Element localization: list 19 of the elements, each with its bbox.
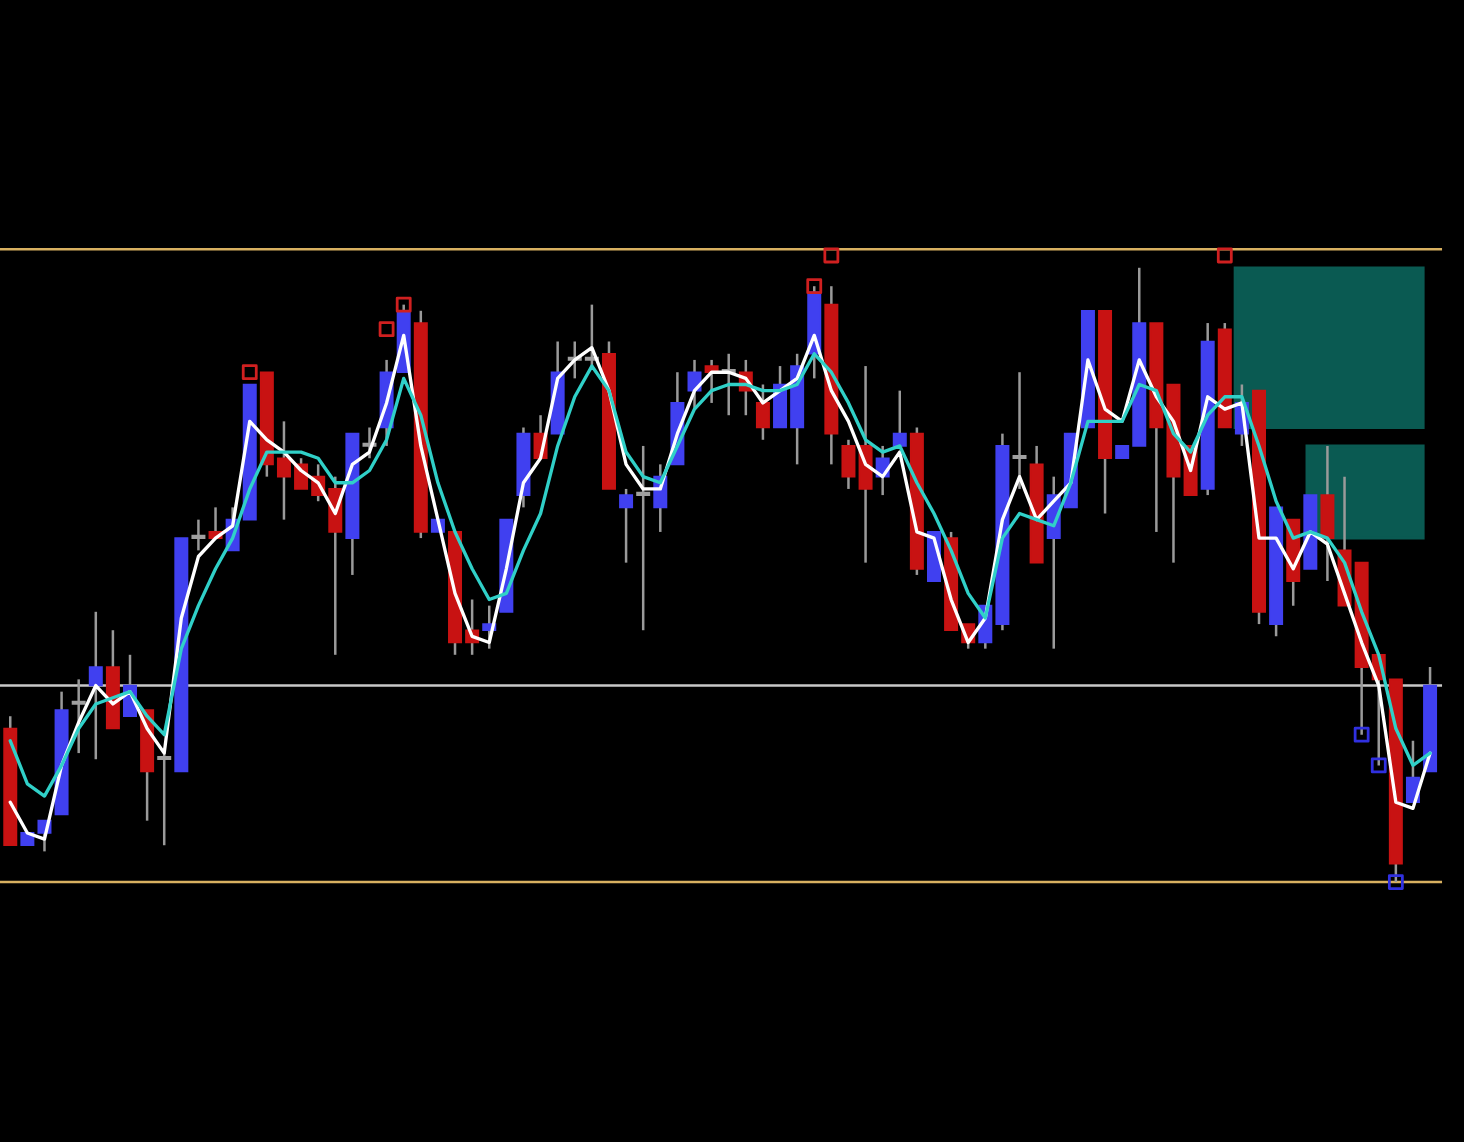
point (1216, 247, 1233, 264)
point (1370, 757, 1387, 774)
candlestick (88, 610, 103, 761)
candlestick (191, 518, 206, 552)
point (241, 364, 258, 381)
point (823, 247, 840, 264)
point (806, 278, 823, 295)
candlestick (892, 389, 907, 448)
point (395, 296, 412, 313)
candlestick (1320, 444, 1335, 583)
candlestick (1012, 370, 1027, 491)
point (1353, 726, 1370, 743)
candlestick (636, 444, 651, 632)
candlestick (841, 438, 856, 491)
point (1387, 874, 1404, 890)
candlestick (755, 383, 770, 442)
candlestick (71, 678, 86, 755)
point (378, 321, 395, 338)
candlestick (157, 751, 172, 847)
